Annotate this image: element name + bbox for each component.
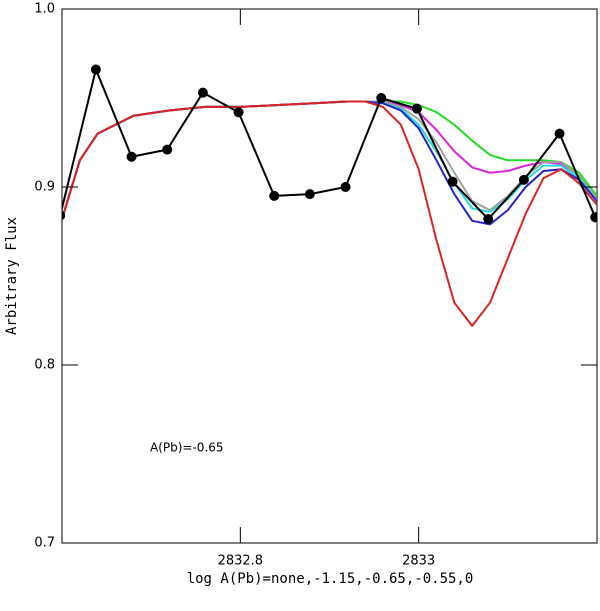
plot-frame bbox=[61, 8, 598, 544]
data-point bbox=[197, 87, 208, 98]
data-point bbox=[590, 212, 597, 223]
data-point bbox=[411, 103, 422, 114]
x-tick-label: 2832.8 bbox=[218, 554, 264, 569]
data-point bbox=[162, 144, 173, 155]
y-tick-label: 0.9 bbox=[34, 180, 55, 195]
data-point bbox=[554, 128, 565, 139]
data-point bbox=[340, 182, 351, 192]
series-line bbox=[62, 100, 597, 226]
data-point bbox=[518, 174, 529, 185]
series-line bbox=[62, 100, 597, 327]
plot-area bbox=[62, 64, 597, 327]
x-axis-label: log A(Pb)=none,-1.15,-0.65,-0.55,0 bbox=[187, 571, 474, 587]
data-point bbox=[483, 214, 494, 225]
series-line bbox=[62, 100, 597, 220]
data-point bbox=[90, 64, 101, 75]
data-point bbox=[269, 190, 280, 201]
data-point bbox=[62, 210, 66, 221]
y-tick-label: 1.0 bbox=[34, 2, 55, 17]
y-tick-label: 0.8 bbox=[34, 358, 55, 373]
x-tick-label: 2833 bbox=[402, 554, 435, 569]
data-point bbox=[376, 93, 387, 103]
annotation: A(Pb)=-0.65 bbox=[150, 441, 224, 455]
series-line bbox=[62, 68, 597, 221]
data-point bbox=[233, 107, 244, 118]
y-axis-label: Arbitrary Flux bbox=[4, 217, 20, 335]
data-point bbox=[447, 176, 458, 187]
data-point bbox=[126, 151, 137, 162]
y-tick-label: 0.7 bbox=[34, 536, 55, 551]
data-point bbox=[304, 189, 315, 200]
